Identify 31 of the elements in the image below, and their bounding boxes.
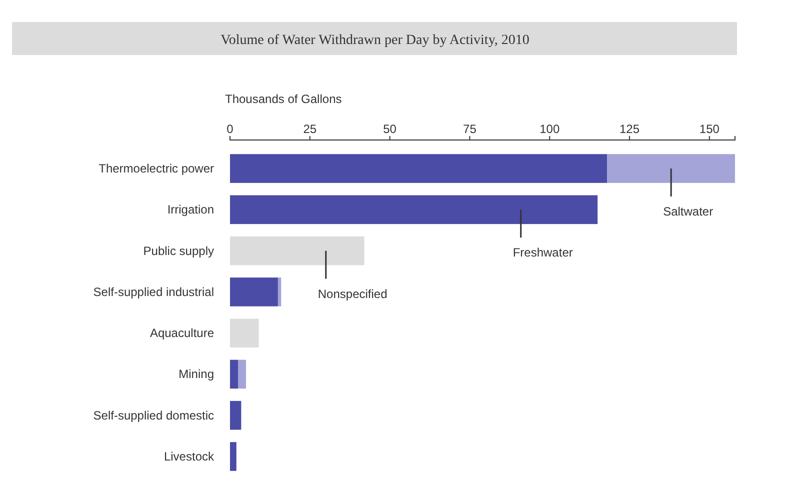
x-tick-label: 50 bbox=[383, 122, 397, 136]
chart-title: Volume of Water Withdrawn per Day by Activity, 2010 bbox=[220, 33, 530, 48]
bar bbox=[230, 278, 278, 306]
bar bbox=[230, 236, 364, 266]
y-tick-label: Irrigation bbox=[167, 202, 214, 217]
y-tick-label: Self-supplied domestic bbox=[93, 408, 214, 422]
y-tick-label: Livestock bbox=[164, 449, 215, 464]
bar bbox=[230, 360, 238, 389]
x-tick-label: 75 bbox=[463, 122, 477, 136]
y-tick-label: Thermoelectric power bbox=[98, 162, 214, 176]
annotation: Freshwater bbox=[512, 246, 573, 260]
bar bbox=[607, 154, 735, 183]
annotation: Saltwater bbox=[663, 204, 714, 219]
y-tick-label: Public supply bbox=[143, 244, 214, 258]
y-tick-label: Mining bbox=[178, 367, 214, 382]
x-tick-label: 150 bbox=[699, 122, 720, 136]
x-tick-label: 100 bbox=[540, 122, 560, 136]
y-tick-label: Self-supplied industrial bbox=[93, 284, 214, 299]
x-tick-label: 0 bbox=[226, 122, 234, 136]
y-tick-label: Aquaculture bbox=[150, 326, 214, 340]
x-tick-label: 25 bbox=[303, 122, 317, 136]
bar bbox=[278, 278, 282, 306]
x-axis-title: Thousands of Gallons bbox=[225, 92, 342, 106]
bar bbox=[230, 195, 598, 224]
bar bbox=[230, 154, 608, 183]
bar bbox=[230, 442, 236, 471]
bar bbox=[230, 318, 259, 348]
annotation: Nonspecified bbox=[318, 286, 388, 301]
x-tick-label: 125 bbox=[620, 122, 640, 136]
bar bbox=[230, 400, 242, 430]
bar bbox=[238, 360, 246, 389]
